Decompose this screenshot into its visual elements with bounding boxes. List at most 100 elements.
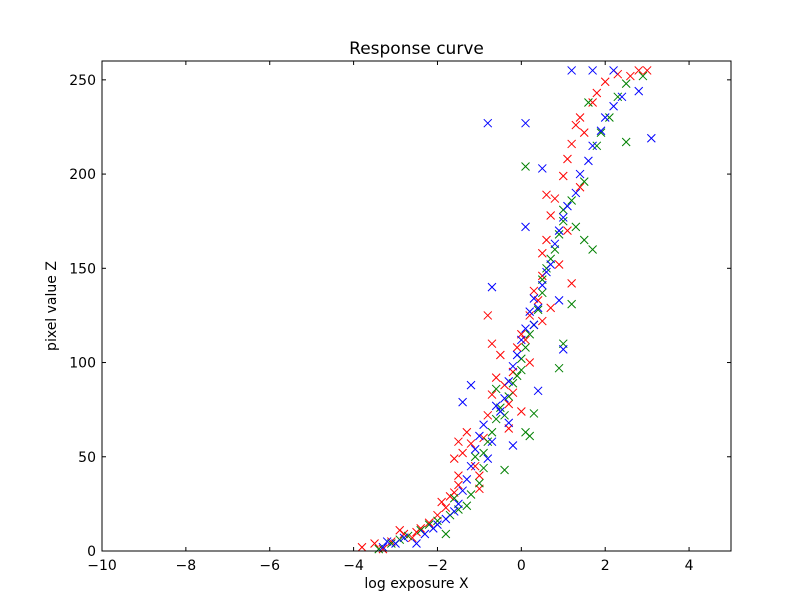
data-point bbox=[533, 305, 543, 315]
data-point bbox=[458, 486, 467, 496]
data-point bbox=[420, 529, 430, 539]
data-point bbox=[479, 420, 488, 430]
x-axis-label: log exposure X bbox=[364, 576, 469, 592]
x-tick-label: −8 bbox=[176, 558, 197, 574]
data-point bbox=[433, 520, 442, 529]
data-point bbox=[504, 377, 514, 386]
data-point bbox=[491, 384, 501, 394]
data-point bbox=[529, 320, 539, 330]
plot-frame bbox=[101, 60, 732, 552]
data-point bbox=[575, 182, 585, 192]
data-point bbox=[399, 533, 409, 543]
data-point bbox=[613, 92, 623, 102]
data-point bbox=[521, 162, 530, 171]
data-point bbox=[491, 401, 501, 411]
data-point bbox=[571, 188, 581, 198]
data-point bbox=[475, 471, 484, 480]
data-point bbox=[479, 448, 488, 458]
data-point bbox=[504, 392, 514, 401]
data-point bbox=[529, 294, 539, 303]
data-point bbox=[525, 358, 535, 367]
data-point bbox=[483, 410, 493, 420]
data-point bbox=[558, 344, 568, 354]
data-point bbox=[470, 444, 480, 454]
data-point bbox=[638, 71, 648, 81]
data-point bbox=[516, 407, 526, 416]
data-point bbox=[546, 260, 556, 269]
data-point bbox=[537, 280, 547, 290]
data-point bbox=[479, 463, 488, 473]
data-point bbox=[642, 66, 652, 75]
y-tick-label: 150 bbox=[69, 261, 96, 277]
data-point bbox=[412, 539, 421, 548]
data-point bbox=[504, 399, 514, 409]
data-point bbox=[588, 98, 597, 107]
x-tick-label: 0 bbox=[517, 558, 526, 574]
data-point bbox=[491, 414, 501, 424]
data-point bbox=[391, 539, 400, 548]
data-point bbox=[634, 66, 644, 75]
data-point bbox=[466, 490, 476, 499]
data-point bbox=[558, 213, 568, 222]
y-tick-label: 200 bbox=[69, 167, 96, 183]
data-point bbox=[512, 371, 522, 381]
data-point bbox=[521, 335, 530, 345]
data-point bbox=[605, 113, 614, 122]
data-point bbox=[521, 343, 530, 352]
data-point bbox=[370, 539, 379, 548]
data-point bbox=[382, 537, 392, 546]
data-point bbox=[533, 386, 543, 396]
y-tick-label: 0 bbox=[87, 544, 96, 560]
data-point bbox=[374, 544, 384, 554]
data-point bbox=[449, 493, 459, 503]
data-point bbox=[516, 365, 526, 375]
data-point bbox=[567, 196, 577, 205]
data-point bbox=[600, 113, 610, 122]
data-point bbox=[487, 437, 497, 447]
data-point bbox=[537, 164, 547, 173]
data-point bbox=[571, 222, 581, 232]
x-tick-label: −4 bbox=[343, 558, 364, 574]
data-point bbox=[546, 211, 556, 220]
data-point bbox=[584, 156, 593, 166]
data-point bbox=[483, 118, 493, 128]
data-point bbox=[496, 403, 505, 413]
data-point bbox=[508, 378, 518, 388]
data-point bbox=[458, 448, 467, 458]
data-point bbox=[441, 529, 451, 539]
data-point bbox=[483, 454, 493, 464]
data-point bbox=[487, 282, 497, 292]
data-point bbox=[399, 529, 409, 539]
data-point bbox=[496, 407, 505, 416]
data-point bbox=[521, 427, 530, 437]
data-point bbox=[378, 544, 388, 554]
data-point bbox=[491, 373, 501, 382]
data-point bbox=[537, 248, 547, 258]
data-point bbox=[596, 126, 606, 136]
data-point bbox=[525, 307, 535, 317]
data-point bbox=[558, 216, 568, 226]
data-point bbox=[558, 171, 568, 181]
data-point bbox=[437, 497, 447, 507]
data-point bbox=[462, 427, 472, 437]
chart-title: Response curve bbox=[349, 39, 484, 59]
data-point bbox=[567, 66, 577, 75]
data-point bbox=[579, 128, 589, 137]
data-point bbox=[504, 418, 514, 428]
data-point bbox=[521, 324, 530, 333]
data-point bbox=[525, 329, 535, 339]
data-point bbox=[521, 222, 530, 232]
data-point bbox=[596, 128, 606, 137]
data-point bbox=[470, 452, 480, 462]
data-point bbox=[483, 311, 493, 320]
data-point bbox=[466, 380, 476, 390]
data-point bbox=[537, 288, 547, 298]
data-point bbox=[412, 527, 421, 537]
data-point bbox=[554, 363, 564, 373]
data-point bbox=[646, 133, 656, 143]
data-point bbox=[454, 499, 463, 509]
data-point bbox=[508, 361, 518, 371]
data-point bbox=[621, 137, 631, 147]
